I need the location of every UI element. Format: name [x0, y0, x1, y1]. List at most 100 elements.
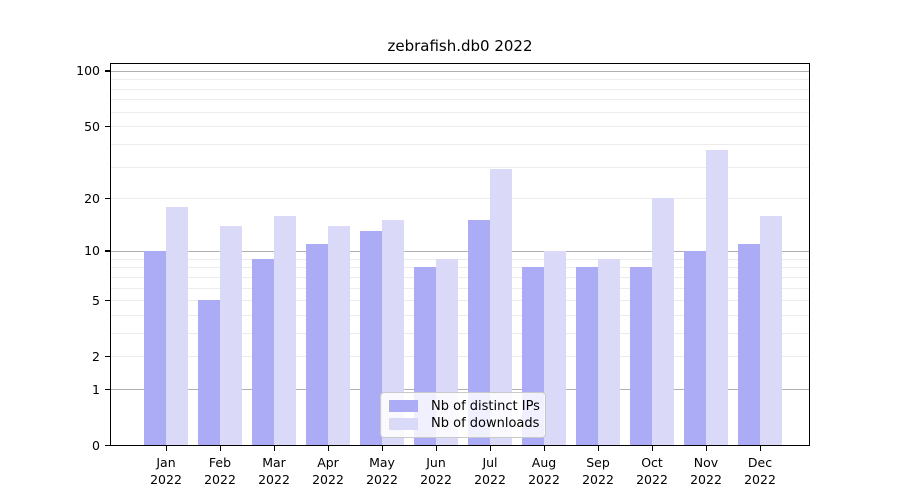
bar-downloads-may: [382, 220, 404, 446]
y-axis-tick-label: 100: [76, 63, 100, 79]
x-axis-tick-label-month: Nov: [693, 455, 719, 470]
gridline-minor: [110, 258, 810, 260]
y-axis-tick: [104, 355, 110, 358]
legend-row: Nb of downloads: [387, 415, 539, 433]
bar-ips-oct: [630, 267, 652, 446]
x-axis-tick-label-month: Feb: [208, 455, 232, 470]
bar-downloads-feb: [220, 225, 242, 446]
x-axis-tick-label-month: Aug: [531, 455, 557, 470]
y-axis-tick: [104, 197, 110, 200]
x-axis-tick-label-month: Jun: [426, 455, 446, 470]
y-axis-tick-label: 20: [84, 190, 100, 206]
chart-title: zebrafish.db0 2022: [387, 37, 533, 55]
x-axis-tick-label-year: 2022: [204, 472, 236, 487]
x-axis-tick: [273, 445, 275, 451]
bar-ips-dec: [738, 243, 760, 446]
x-axis-tick: [381, 445, 383, 451]
y-axis-tick-label: 1: [92, 381, 100, 397]
legend-row: Nb of distinct IPs: [387, 398, 540, 416]
x-axis-tick-label-year: 2022: [420, 472, 452, 487]
x-axis-tick-label-month: Sep: [586, 455, 610, 470]
bar-ips-may: [360, 231, 382, 446]
bar-ips-mar: [252, 258, 274, 446]
y-axis-tick: [104, 388, 110, 391]
x-axis-tick-label-year: 2022: [528, 472, 560, 487]
legend-swatch-distinct-ips-icon: [389, 400, 418, 413]
bar-downloads-sep: [598, 258, 620, 446]
gridline-major: [110, 70, 810, 72]
gridline-minor: [110, 88, 810, 90]
x-axis-tick: [219, 445, 221, 451]
legend-swatch-downloads-icon: [389, 417, 418, 430]
y-axis-tick-label: 0: [92, 438, 100, 453]
x-axis-tick: [435, 445, 437, 451]
y-axis-tick: [104, 445, 110, 447]
x-axis-tick-label-year: 2022: [258, 472, 290, 487]
bar-downloads-oct: [652, 198, 674, 446]
x-axis-tick: [759, 445, 761, 451]
x-axis-tick: [705, 445, 707, 451]
y-axis-tick: [104, 299, 110, 301]
gridline-minor: [110, 99, 810, 101]
bar-ips-apr: [306, 243, 328, 446]
x-axis-tick: [543, 445, 545, 451]
gridline-minor: [110, 332, 810, 334]
y-axis-tick-label: 10: [84, 243, 100, 259]
x-axis-tick-label-year: 2022: [636, 472, 668, 487]
gridline-minor: [110, 111, 810, 113]
gridline-major: [110, 250, 810, 252]
legend-label-downloads: Nb of downloads: [431, 416, 540, 432]
bar-downloads-jan: [166, 206, 188, 446]
y-axis-tick-label: 5: [92, 292, 100, 308]
bar-downloads-dec: [760, 215, 782, 446]
x-axis-tick: [651, 445, 653, 451]
y-axis-tick-label: 2: [92, 348, 100, 364]
x-axis-tick-label-year: 2022: [582, 472, 614, 487]
x-axis-tick-label-year: 2022: [366, 472, 398, 487]
x-axis-tick-label-year: 2022: [744, 472, 776, 487]
gridline-minor: [110, 79, 810, 81]
gridline-major: [110, 389, 810, 391]
x-axis-tick-label-month: Mar: [262, 455, 286, 470]
bar-ips-jan: [144, 250, 166, 446]
bar-downloads-jul: [490, 169, 512, 446]
bar-ips-nov: [684, 250, 706, 446]
x-axis-tick: [165, 445, 167, 451]
legend: Nb of distinct IPs Nb of downloads: [380, 392, 546, 438]
y-axis-tick: [104, 70, 110, 72]
x-axis-tick-label-year: 2022: [474, 472, 506, 487]
x-axis-tick-label-month: Oct: [641, 455, 663, 470]
x-axis-tick-label-year: 2022: [312, 472, 344, 487]
x-axis-tick-label-month: Apr: [317, 455, 339, 470]
x-axis-tick-label-month: Dec: [747, 455, 773, 470]
gridline-minor: [110, 287, 810, 289]
legend-label-distinct-ips: Nb of distinct IPs: [431, 398, 540, 414]
gridline-minor: [110, 300, 810, 302]
bar-downloads-mar: [274, 215, 296, 446]
plot-area: Nb of distinct IPs Nb of downloads: [110, 63, 810, 446]
x-axis-tick-label-month: Jul: [482, 455, 498, 470]
bar-downloads-nov: [706, 150, 728, 446]
bar-downloads-apr: [328, 225, 350, 446]
bar-ips-jul: [468, 220, 490, 446]
gridline-minor: [110, 198, 810, 200]
gridline-minor: [110, 166, 810, 168]
bar-downloads-aug: [544, 250, 566, 446]
gridline-minor: [110, 144, 810, 146]
x-axis-tick: [597, 445, 599, 451]
y-axis-tick-label: 50: [84, 118, 100, 134]
bar-ips-sep: [576, 267, 598, 446]
x-axis-tick-label-year: 2022: [690, 472, 722, 487]
x-axis-tick: [327, 445, 329, 451]
x-axis-tick-label-month: May: [369, 455, 395, 470]
gridline-minor: [110, 276, 810, 278]
x-axis-tick-label-month: Jan: [156, 455, 176, 470]
bar-ips-feb: [198, 300, 220, 446]
y-axis-tick: [104, 125, 110, 128]
gridline-minor: [110, 126, 810, 128]
x-axis-tick-label-year: 2022: [150, 472, 182, 487]
gridline-minor: [110, 314, 810, 316]
gridline-minor: [110, 267, 810, 269]
y-axis-tick: [104, 250, 110, 252]
